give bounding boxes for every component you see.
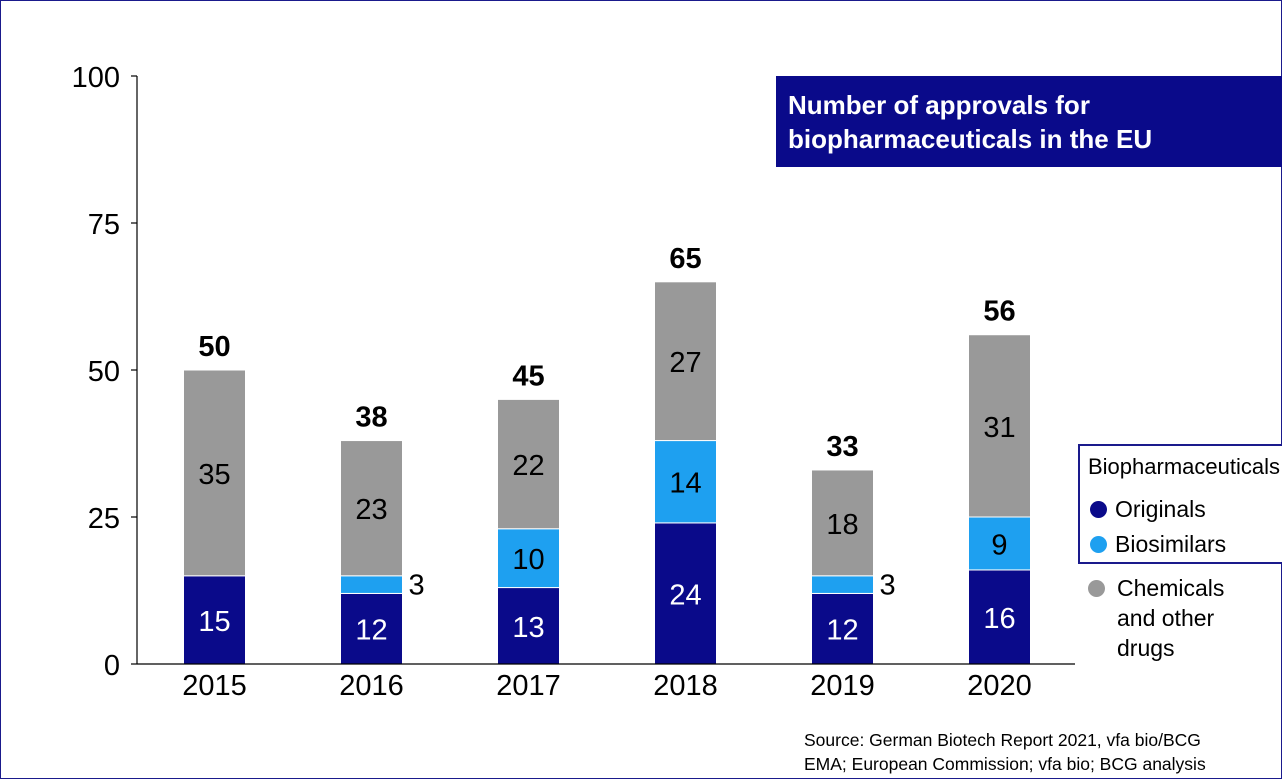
bar-segment-biosimilars xyxy=(497,528,560,589)
x-tick-label: 2015 xyxy=(182,670,247,702)
total-label: 50 xyxy=(198,331,230,363)
bar-segment-originals xyxy=(183,575,246,665)
legend-heading: Biopharmaceuticals: xyxy=(1088,454,1282,479)
source-line-1: Source: German Biotech Report 2021, vfa … xyxy=(804,730,1201,750)
bar-segment-originals xyxy=(497,587,560,665)
x-tick-label: 2016 xyxy=(339,670,404,702)
chart-title-line-2: biopharmaceuticals in the EU xyxy=(788,124,1153,154)
bar-segment-chemicals-and-other-drugs xyxy=(183,369,246,577)
legend-label-chemicals-line-2: and other xyxy=(1117,605,1215,631)
data-label: 10 xyxy=(512,544,544,576)
x-tick-label: 2017 xyxy=(496,670,561,702)
chart-title-line-1: Number of approvals for xyxy=(788,90,1090,120)
bar-segment-biosimilars xyxy=(340,575,403,594)
bar-segment-biosimilars xyxy=(654,440,717,524)
legend-label-originals: Originals xyxy=(1115,496,1206,522)
data-label: 31 xyxy=(983,412,1015,444)
bar-segment-chemicals-and-other-drugs xyxy=(811,469,874,577)
y-tick-label: 0 xyxy=(104,650,120,682)
data-label: 18 xyxy=(826,509,858,541)
chart-title: Number of approvals for biopharmaceutica… xyxy=(776,76,1282,167)
y-tick-label: 50 xyxy=(88,356,120,388)
data-label: 9 xyxy=(991,529,1007,561)
bar-segment-chemicals-and-other-drugs xyxy=(654,281,717,442)
data-label: 15 xyxy=(198,606,230,638)
data-label: 27 xyxy=(669,347,701,379)
y-tick-label: 100 xyxy=(72,62,120,94)
data-label: 24 xyxy=(669,579,701,611)
data-label: 13 xyxy=(512,612,544,644)
biosimilars-swatch-icon xyxy=(1090,536,1107,553)
data-label: 35 xyxy=(198,459,230,491)
chemicals-swatch-icon xyxy=(1088,580,1105,597)
bar-segment-chemicals-and-other-drugs xyxy=(968,334,1031,518)
bar-segment-originals xyxy=(811,592,874,665)
data-label: 3 xyxy=(409,570,425,602)
x-tick-label: 2018 xyxy=(653,670,718,702)
x-tick-label: 2020 xyxy=(967,670,1032,702)
bar-segment-biosimilars xyxy=(968,516,1031,571)
legend-item-originals: Originals xyxy=(1090,496,1206,523)
total-label: 38 xyxy=(355,402,387,434)
bar-segment-originals xyxy=(654,522,717,665)
data-label: 3 xyxy=(880,570,896,602)
legend-label-biosimilars: Biosimilars xyxy=(1115,531,1227,557)
source-note: Source: German Biotech Report 2021, vfa … xyxy=(804,728,1206,776)
legend: Biopharmaceuticals: Originals Biosimilar… xyxy=(1078,444,1282,564)
legend-label-chemicals-line-3: drugs xyxy=(1117,635,1175,661)
data-label: 12 xyxy=(826,615,858,647)
bar-segment-biosimilars xyxy=(811,575,874,594)
y-tick-label: 25 xyxy=(88,503,120,535)
bar-segment-chemicals-and-other-drugs xyxy=(340,440,403,577)
legend-label-chemicals-line-1: Chemicals xyxy=(1117,575,1225,601)
bar-segment-chemicals-and-other-drugs xyxy=(497,398,560,530)
legend-item-chemicals: Chemicals and other drugs xyxy=(1088,573,1257,663)
x-tick-label: 2019 xyxy=(810,670,875,702)
legend-item-biosimilars: Biosimilars xyxy=(1090,531,1226,558)
total-label: 65 xyxy=(669,243,701,275)
y-tick-label: 75 xyxy=(88,209,120,241)
total-label: 56 xyxy=(983,296,1015,328)
total-label: 45 xyxy=(512,360,544,392)
data-label: 12 xyxy=(355,615,387,647)
data-label: 23 xyxy=(355,494,387,526)
originals-swatch-icon xyxy=(1090,501,1107,518)
data-label: 22 xyxy=(512,450,544,482)
total-label: 33 xyxy=(826,431,858,463)
bar-segment-originals xyxy=(968,569,1031,665)
data-label: 14 xyxy=(669,468,701,500)
data-label: 16 xyxy=(983,603,1015,635)
source-line-2: EMA; European Commission; vfa bio; BCG a… xyxy=(804,754,1206,774)
